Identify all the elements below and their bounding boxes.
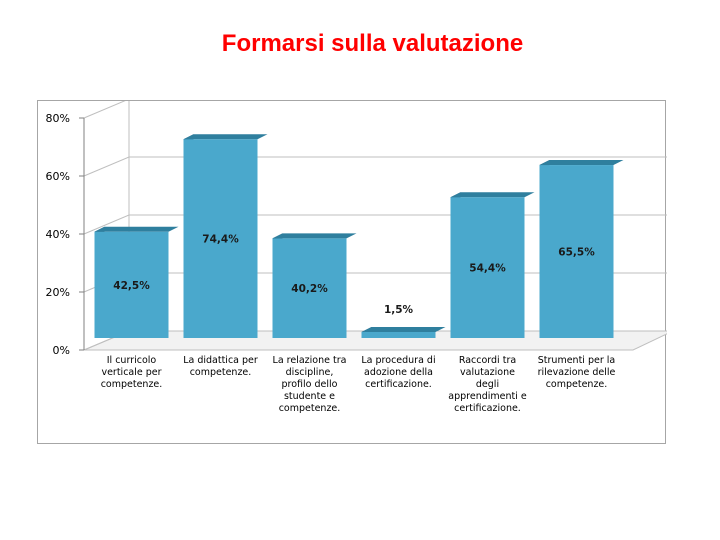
- data-labels: 42,5% 74,4% 40,2% 1,5% 54,4% 65,5%: [113, 234, 595, 316]
- bar-top: [94, 226, 179, 232]
- bar-front: [450, 197, 525, 338]
- slide-title: Formarsi sulla valutazione: [221, 30, 524, 57]
- bar: [361, 327, 446, 338]
- x-category-label: La procedura di adozione della certificazi…: [361, 355, 435, 390]
- gridline: [83, 101, 126, 119]
- data-label: 1,5%: [384, 304, 414, 316]
- bar: [272, 233, 357, 338]
- bar-top: [450, 192, 535, 198]
- x-category-label: La didattica per competenze.: [183, 355, 258, 378]
- y-tick-label: 40%: [46, 228, 70, 241]
- bar-front: [183, 139, 258, 338]
- y-tick-label: 80%: [46, 112, 70, 125]
- bar-chart: 0% 20% 40% 60% 80% 42,5% 74,4% 40,2% 1,5% 54,4% 6…: [46, 101, 667, 414]
- x-axis-categories: Il curricolo verticale per competenze. La d…: [101, 355, 616, 414]
- bar-top: [183, 134, 268, 140]
- x-category-label: Il curricolo verticale per competenze.: [101, 355, 163, 390]
- bar-front: [361, 332, 436, 338]
- data-label: 65,5%: [558, 247, 595, 259]
- chart-frame: 0% 20% 40% 60% 80% 42,5% 74,4% 40,2% 1,5% 54,4% 6…: [37, 100, 667, 444]
- bar: [450, 192, 535, 338]
- bar: [94, 226, 179, 338]
- bars: [94, 134, 624, 338]
- y-tick-label: 0%: [53, 344, 70, 357]
- bar-top: [272, 233, 357, 239]
- x-category-label: Raccordi tra valutazione degli apprendiment…: [448, 355, 527, 414]
- data-label: 40,2%: [291, 283, 328, 295]
- x-category-label: Strumenti per la rilevazione delle compete…: [538, 355, 616, 390]
- bar-front: [94, 231, 169, 338]
- bar-top: [539, 160, 624, 166]
- data-label: 54,4%: [469, 263, 506, 275]
- bar-front: [272, 238, 347, 338]
- bar-top: [361, 327, 446, 332]
- y-tick-label: 60%: [46, 170, 70, 183]
- y-tick-label: 20%: [46, 286, 70, 299]
- x-category-label: La relazione tra discipline, profilo dello…: [273, 355, 347, 414]
- bar: [539, 160, 624, 338]
- bar-front: [539, 165, 614, 338]
- data-label: 74,4%: [202, 234, 239, 246]
- bar: [183, 134, 268, 338]
- data-label: 42,5%: [113, 280, 150, 292]
